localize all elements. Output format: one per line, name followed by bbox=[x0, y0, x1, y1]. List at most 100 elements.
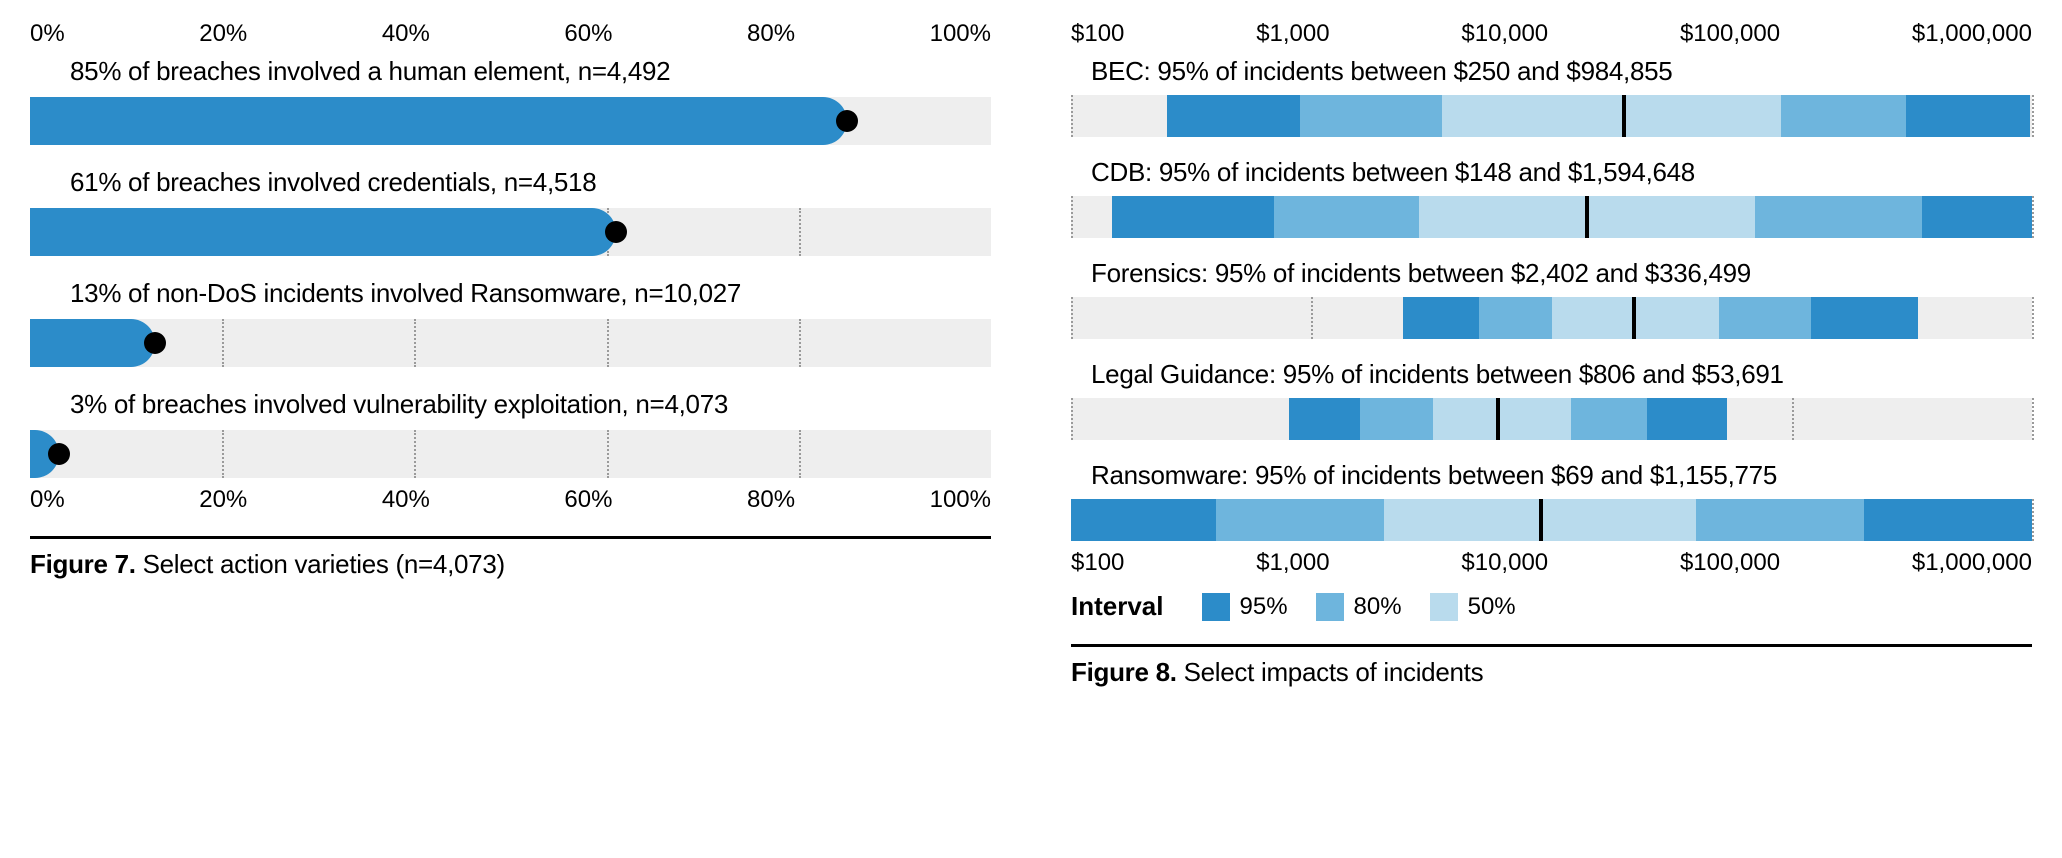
figure8-axis-tick: $100 bbox=[1071, 20, 1124, 48]
figure8-gridline bbox=[2032, 95, 2034, 137]
figure7-bar-track bbox=[30, 208, 991, 256]
figure7-axis-tick: 40% bbox=[382, 20, 430, 48]
figure7-bar-row: 61% of breaches involved credentials, n=… bbox=[30, 167, 991, 256]
figure8-caption-bold: Figure 8. bbox=[1071, 657, 1177, 687]
figure8-axis-tick: $100,000 bbox=[1680, 20, 1780, 48]
figure8-interval-label: Ransomware: 95% of incidents between $69… bbox=[1091, 460, 2032, 491]
figure7-caption-rest: Select action varieties (n=4,073) bbox=[136, 549, 505, 579]
figure8-legend-label: 50% bbox=[1468, 593, 1516, 621]
figure8-median bbox=[1496, 398, 1500, 440]
figure8-gridline bbox=[1071, 297, 1073, 339]
figure7-gridline bbox=[607, 430, 609, 478]
figure8-gridline bbox=[2032, 499, 2034, 541]
figure8-interval-row: Legal Guidance: 95% of incidents between… bbox=[1071, 359, 2032, 440]
figure7-gridline bbox=[607, 319, 609, 367]
figure7-axis-bottom: 0% 20% 40% 60% 80% 100% bbox=[30, 486, 991, 514]
figure8-axis-tick: $1,000,000 bbox=[1912, 549, 2032, 577]
figure8-gridline bbox=[1071, 95, 1073, 137]
figure8-axis-bottom: $100 $1,000 $10,000 $100,000 $1,000,000 bbox=[1071, 549, 2032, 577]
figure7-bar-label: 61% of breaches involved credentials, n=… bbox=[70, 167, 991, 198]
figure7-axis-tick: 20% bbox=[199, 486, 247, 514]
figure8-gridline bbox=[1071, 196, 1073, 238]
figure7-axis-tick: 20% bbox=[199, 20, 247, 48]
figure8-legend: Interval 95% 80% 50% bbox=[1071, 591, 2032, 622]
figure7-bar-track bbox=[30, 430, 991, 478]
figure8-legend-item: 80% bbox=[1316, 593, 1402, 621]
figure7-axis-tick: 60% bbox=[564, 20, 612, 48]
figure8-median bbox=[1585, 196, 1589, 238]
figure8-interval-50 bbox=[1433, 398, 1571, 440]
figure7-gridline bbox=[414, 319, 416, 367]
figure8-interval-row: BEC: 95% of incidents between $250 and $… bbox=[1071, 56, 2032, 137]
figure8-interval-track bbox=[1071, 499, 2032, 541]
figure7-bar-label: 85% of breaches involved a human element… bbox=[70, 56, 991, 87]
figure8-legend-label: 95% bbox=[1240, 593, 1288, 621]
figure8-axis-tick: $100 bbox=[1071, 549, 1124, 577]
figure7-bar-track bbox=[30, 319, 991, 367]
figure8-interval-track bbox=[1071, 95, 2032, 137]
figure8-interval-50 bbox=[1442, 95, 1781, 137]
figure7-bar-fill bbox=[30, 208, 616, 256]
figure8-interval-row: CDB: 95% of incidents between $148 and $… bbox=[1071, 157, 2032, 238]
figure7-bar-dot bbox=[48, 443, 70, 465]
figure7-bars: 85% of breaches involved a human element… bbox=[30, 56, 991, 478]
figure8-median bbox=[1632, 297, 1636, 339]
figure8-interval-label: BEC: 95% of incidents between $250 and $… bbox=[1091, 56, 2032, 87]
figure8-legend-title: Interval bbox=[1071, 591, 1164, 622]
figure8-legend-label: 80% bbox=[1354, 593, 1402, 621]
figure8-interval-row: Ransomware: 95% of incidents between $69… bbox=[1071, 460, 2032, 541]
figure8-median bbox=[1622, 95, 1626, 137]
figure7-axis-tick: 40% bbox=[382, 486, 430, 514]
figure7-gridline bbox=[799, 319, 801, 367]
figure8-axis-tick: $10,000 bbox=[1461, 549, 1548, 577]
figure8-axis-tick: $1,000 bbox=[1256, 549, 1329, 577]
figure8-interval-label: Legal Guidance: 95% of incidents between… bbox=[1091, 359, 2032, 390]
figure8-legend-swatch bbox=[1316, 593, 1344, 621]
figure7-bar-row: 85% of breaches involved a human element… bbox=[30, 56, 991, 145]
figure8-caption: Figure 8. Select impacts of incidents bbox=[1071, 644, 2032, 688]
figure8-caption-rest: Select impacts of incidents bbox=[1177, 657, 1484, 687]
figure8-legend-swatch bbox=[1202, 593, 1230, 621]
figure-8: $100 $1,000 $10,000 $100,000 $1,000,000 BEC:… bbox=[1071, 20, 2032, 688]
figure8-interval-track bbox=[1071, 196, 2032, 238]
figure7-caption: Figure 7. Select action varieties (n=4,0… bbox=[30, 536, 991, 580]
figure8-gridline bbox=[1792, 398, 1794, 440]
figure7-axis-tick: 60% bbox=[564, 486, 612, 514]
figure8-axis-top: $100 $1,000 $10,000 $100,000 $1,000,000 bbox=[1071, 20, 2032, 48]
figure8-gridline bbox=[2032, 398, 2034, 440]
figure7-bar-row: 13% of non-DoS incidents involved Ransom… bbox=[30, 278, 991, 367]
figure7-gridline bbox=[222, 430, 224, 478]
figure7-bar-dot bbox=[144, 332, 166, 354]
figure7-bar-track bbox=[30, 97, 991, 145]
figure-7: 0% 20% 40% 60% 80% 100% 85% of breaches invol… bbox=[30, 20, 991, 688]
figure7-gridline bbox=[222, 319, 224, 367]
figure7-axis-tick: 100% bbox=[930, 20, 991, 48]
figure8-rows: BEC: 95% of incidents between $250 and $… bbox=[1071, 56, 2032, 541]
figure8-legend-item: 50% bbox=[1430, 593, 1516, 621]
figure7-axis-tick: 0% bbox=[30, 486, 65, 514]
figure7-caption-bold: Figure 7. bbox=[30, 549, 136, 579]
figure8-gridline bbox=[2032, 196, 2034, 238]
figure7-gridline bbox=[414, 430, 416, 478]
figure8-median bbox=[1539, 499, 1543, 541]
figure8-interval-label: Forensics: 95% of incidents between $2,4… bbox=[1091, 258, 2032, 289]
figure7-bar-dot bbox=[605, 221, 627, 243]
figure8-axis-tick: $1,000,000 bbox=[1912, 20, 2032, 48]
figure8-axis-tick: $100,000 bbox=[1680, 549, 1780, 577]
figure7-bar-fill bbox=[30, 319, 155, 367]
figure8-interval-row: Forensics: 95% of incidents between $2,4… bbox=[1071, 258, 2032, 339]
figure8-interval-track bbox=[1071, 398, 2032, 440]
figure7-axis-tick: 80% bbox=[747, 486, 795, 514]
figure7-bar-dot bbox=[836, 110, 858, 132]
figure8-gridline bbox=[1071, 398, 1073, 440]
figure8-gridline bbox=[1311, 297, 1313, 339]
figure8-gridline bbox=[2032, 297, 2034, 339]
figure8-legend-item: 95% bbox=[1202, 593, 1288, 621]
figure7-axis-tick: 100% bbox=[930, 486, 991, 514]
figure8-interval-label: CDB: 95% of incidents between $148 and $… bbox=[1091, 157, 2032, 188]
figure7-axis-tick: 80% bbox=[747, 20, 795, 48]
figure8-axis-tick: $10,000 bbox=[1461, 20, 1548, 48]
figure8-legend-swatch bbox=[1430, 593, 1458, 621]
figure7-bar-label: 13% of non-DoS incidents involved Ransom… bbox=[70, 278, 991, 309]
figure8-axis-tick: $1,000 bbox=[1256, 20, 1329, 48]
